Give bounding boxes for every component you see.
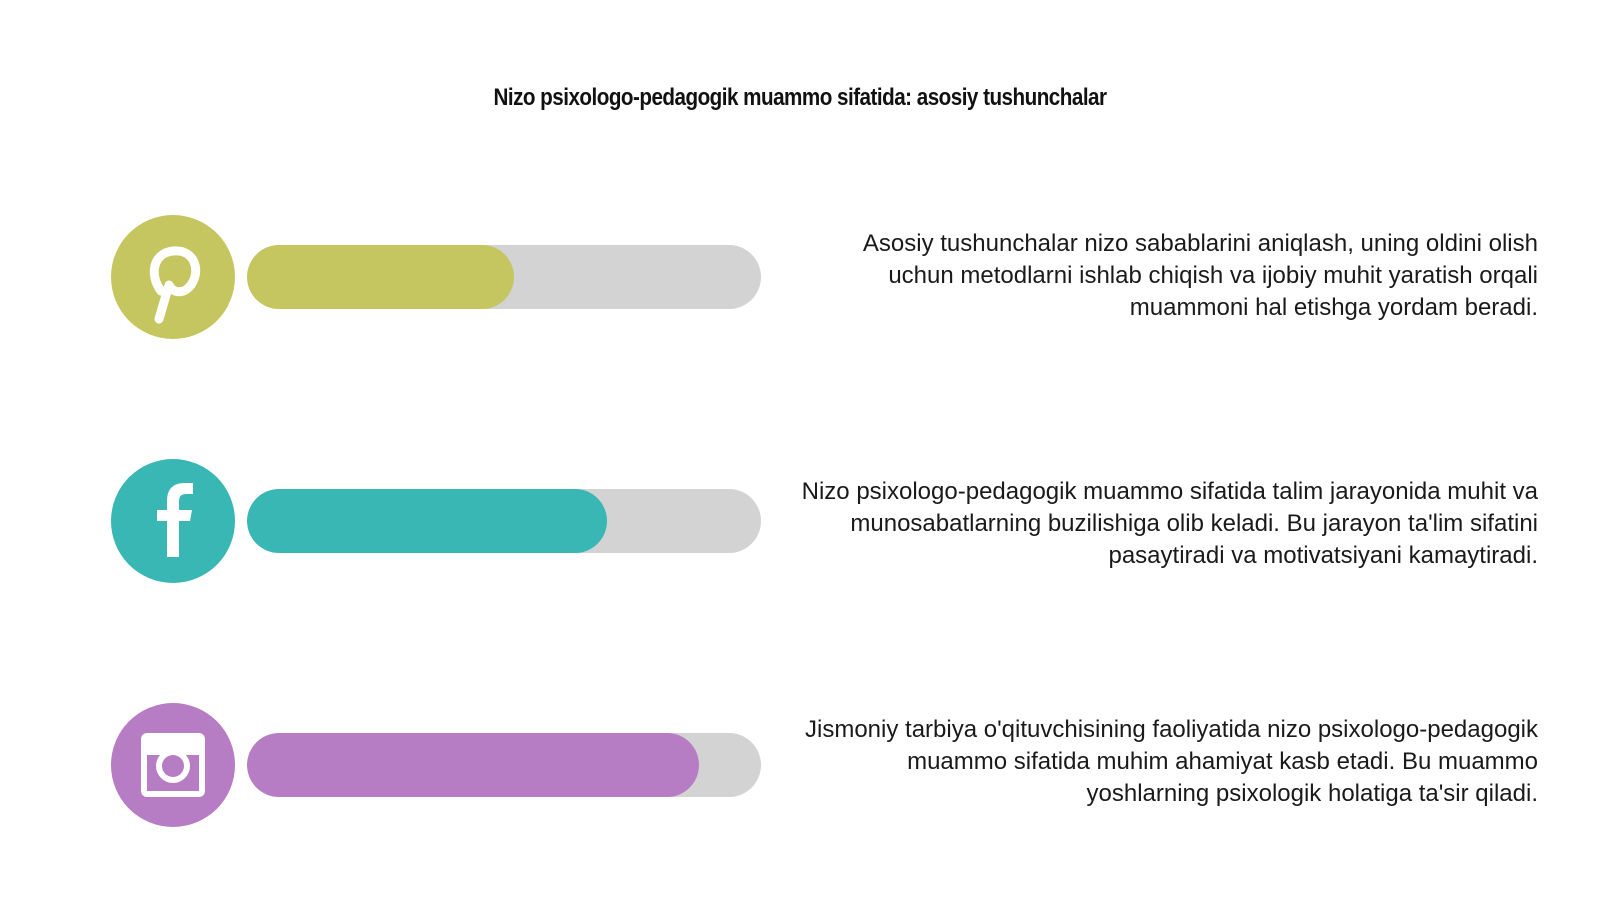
progress-track [247, 489, 761, 553]
page-title: Nizo psixologo-pedagogik muammo sifatida… [493, 84, 1107, 111]
progress-fill [247, 245, 515, 309]
progress-fill [247, 733, 700, 797]
progress-fill [247, 489, 607, 553]
list-item: Asosiy tushunchalar nizo sabablarini ani… [0, 215, 1600, 339]
description-text: Jismoniy tarbiya o'qituvchisining faoliy… [805, 716, 1538, 807]
progress-track [247, 733, 761, 797]
pinterest-icon [111, 215, 235, 339]
facebook-icon [111, 459, 235, 583]
list-item: Jismoniy tarbiya o'qituvchisining faoliy… [0, 703, 1600, 827]
instagram-icon [111, 703, 235, 827]
list-item: Nizo psixologo-pedagogik muammo sifatida… [0, 459, 1600, 583]
description-text: Nizo psixologo-pedagogik muammo sifatida… [801, 478, 1538, 569]
description-text: Asosiy tushunchalar nizo sabablarini ani… [862, 230, 1538, 321]
progress-track [247, 245, 761, 309]
